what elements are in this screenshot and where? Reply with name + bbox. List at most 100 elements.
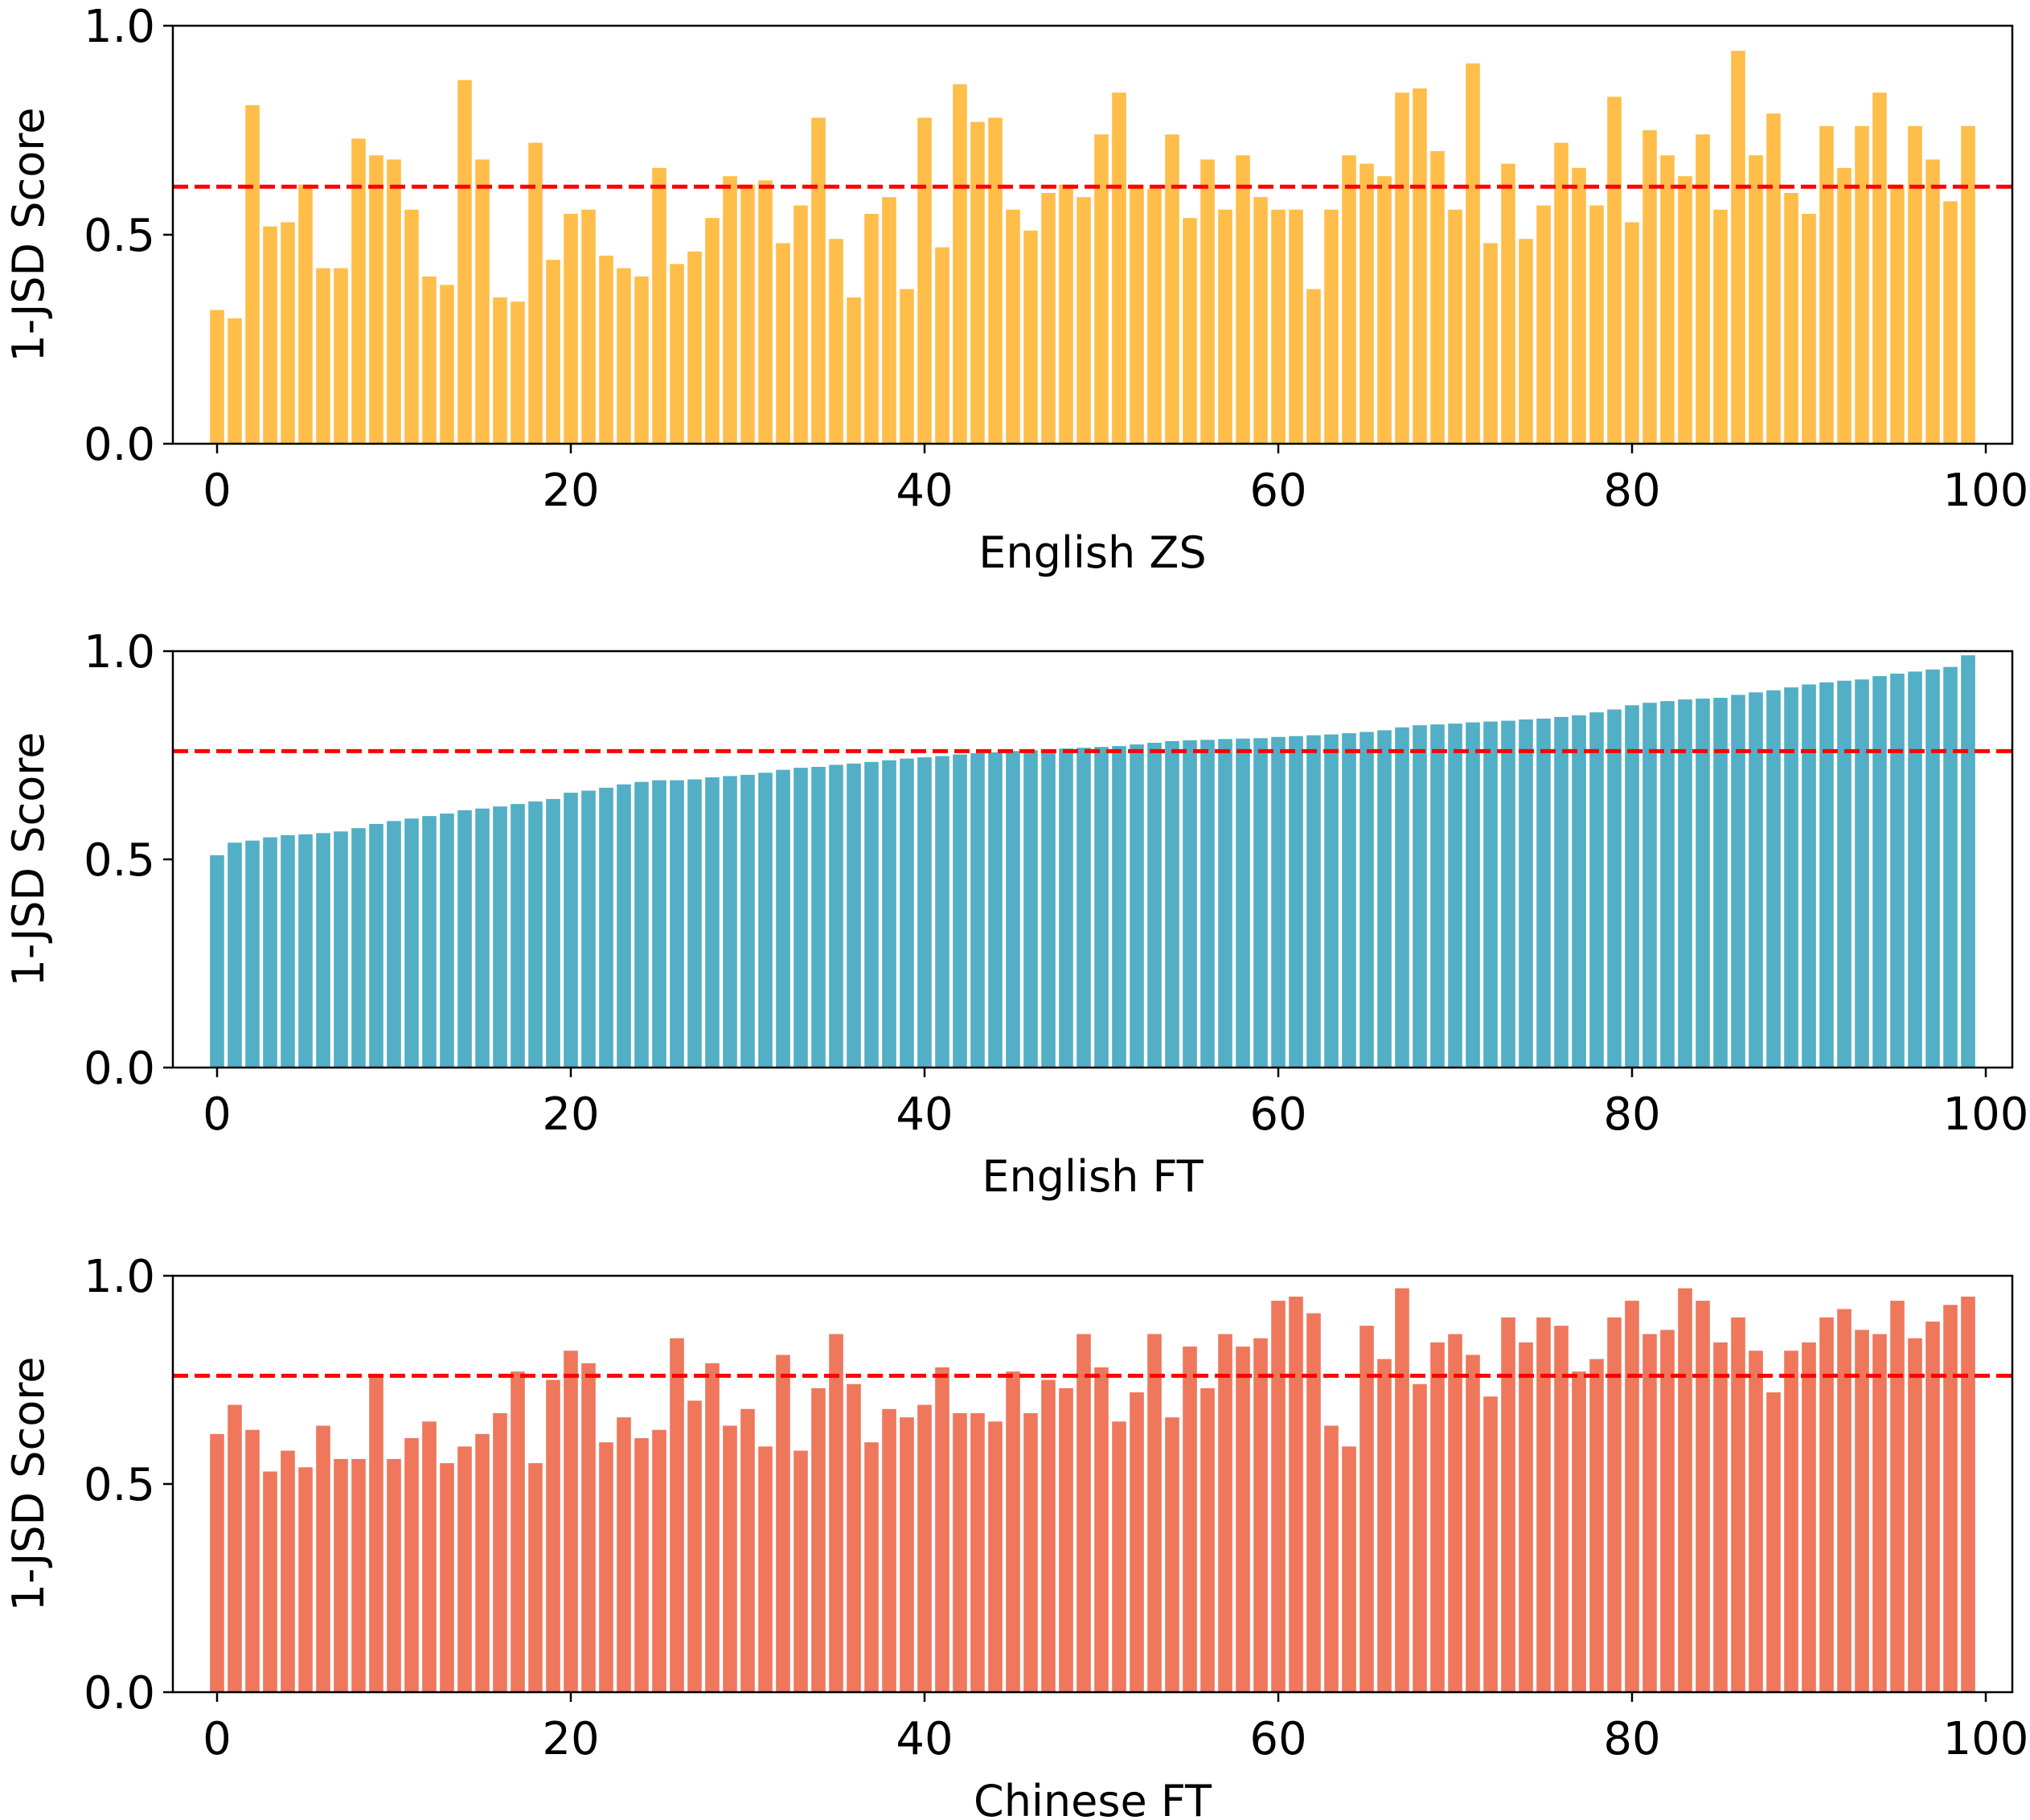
english-ft-bar-50 xyxy=(1094,747,1109,1068)
english-ft-bar-11 xyxy=(404,818,419,1068)
chinese-ft-bar-6 xyxy=(316,1425,330,1692)
chinese-ft-bar-35 xyxy=(829,1334,843,1692)
chinese-ft-bar-25 xyxy=(652,1429,666,1692)
english-zs-bar-26 xyxy=(670,264,684,444)
chinese-ft-bar-77 xyxy=(1572,1371,1586,1692)
chinese-ft-bar-93 xyxy=(1855,1330,1869,1692)
english-zs-bar-6 xyxy=(316,268,330,444)
chinese-ft-bar-66 xyxy=(1377,1359,1392,1692)
english-ft-bar-32 xyxy=(776,769,790,1068)
english-zs-bar-80 xyxy=(1625,222,1639,444)
english-zs-bar-5 xyxy=(298,184,313,444)
chinese-ft-bar-98 xyxy=(1943,1305,1958,1692)
english-ft-ytick-label-0: 0.0 xyxy=(84,1043,155,1095)
english-zs-bar-51 xyxy=(1112,92,1126,444)
chinese-ft-bar-15 xyxy=(475,1433,490,1692)
english-zs-bar-36 xyxy=(847,297,861,444)
chinese-ft-bar-9 xyxy=(369,1375,383,1692)
chinese-ft-bar-76 xyxy=(1554,1326,1569,1692)
chinese-ft-xtick-label-0: 0 xyxy=(203,1713,232,1765)
english-zs-ytick-label-2: 1.0 xyxy=(84,1,155,53)
chinese-ft-bar-38 xyxy=(882,1408,896,1692)
chinese-ft-bar-81 xyxy=(1642,1334,1657,1692)
english-zs-xtick-label-0: 0 xyxy=(203,465,232,517)
english-ft-bar-46 xyxy=(1023,750,1038,1068)
chinese-ft-bar-23 xyxy=(617,1417,631,1692)
english-ft-bar-1 xyxy=(228,842,242,1068)
english-zs-bar-89 xyxy=(1784,193,1798,444)
english-ft-bar-87 xyxy=(1749,692,1763,1068)
english-ft-xtick-label-60: 60 xyxy=(1249,1088,1306,1141)
chinese-ft-bar-5 xyxy=(298,1467,313,1692)
english-ft-bar-25 xyxy=(652,780,666,1068)
chinese-ft-bar-79 xyxy=(1607,1317,1622,1692)
english-ft-bar-86 xyxy=(1731,695,1745,1068)
english-ft-bar-76 xyxy=(1554,716,1569,1068)
english-ft-bar-12 xyxy=(422,816,437,1068)
chinese-ft-bar-12 xyxy=(422,1421,437,1692)
chinese-ft-bar-87 xyxy=(1749,1351,1763,1692)
english-ft-bar-43 xyxy=(970,752,985,1068)
english-zs-bar-94 xyxy=(1872,92,1887,444)
english-ft-bar-24 xyxy=(634,781,649,1068)
english-ft-bar-45 xyxy=(1006,751,1020,1068)
english-ft-bar-96 xyxy=(1908,671,1922,1068)
english-zs-bar-68 xyxy=(1413,88,1427,444)
english-zs-bar-23 xyxy=(617,268,631,444)
english-zs-bar-57 xyxy=(1218,209,1232,444)
english-zs-bar-88 xyxy=(1766,113,1781,444)
english-ft-bar-40 xyxy=(917,757,932,1068)
english-zs-bar-33 xyxy=(794,205,808,444)
chinese-ft-bar-4 xyxy=(281,1450,295,1692)
english-zs-bar-27 xyxy=(687,251,702,444)
english-zs-bar-62 xyxy=(1306,289,1321,444)
english-zs-bar-64 xyxy=(1342,155,1356,444)
english-zs-bar-39 xyxy=(900,289,914,444)
chinese-ft-bar-36 xyxy=(847,1383,861,1692)
english-ft-bar-74 xyxy=(1519,719,1533,1068)
english-ft-bar-58 xyxy=(1236,738,1250,1068)
english-zs-bar-38 xyxy=(882,197,896,444)
english-ft-bar-61 xyxy=(1289,736,1303,1068)
chinese-ft-ytick-label-0: 0.0 xyxy=(84,1667,155,1720)
english-ft-bar-39 xyxy=(900,758,914,1068)
chinese-ft-bar-16 xyxy=(493,1412,507,1692)
english-ft-bar-68 xyxy=(1413,725,1427,1068)
english-ft-bar-7 xyxy=(334,831,348,1068)
english-zs-bar-22 xyxy=(599,256,613,444)
chinese-ft-ytick-label-2: 1.0 xyxy=(84,1251,155,1303)
english-zs-bars xyxy=(210,51,1975,445)
english-ft-bar-51 xyxy=(1112,746,1126,1068)
chinese-ft-bar-26 xyxy=(670,1338,684,1692)
english-zs-bar-21 xyxy=(581,209,596,444)
chinese-ft-ytick-label-1: 0.5 xyxy=(84,1459,155,1511)
english-zs-xtick-label-40: 40 xyxy=(896,465,953,517)
chinese-ft-bar-73 xyxy=(1501,1317,1515,1692)
chinese-ft-bar-8 xyxy=(351,1458,366,1692)
english-zs-bar-53 xyxy=(1147,188,1162,445)
english-ft-bar-85 xyxy=(1713,698,1728,1068)
chinese-ft-bar-96 xyxy=(1908,1338,1922,1692)
chinese-ft-bar-58 xyxy=(1236,1347,1250,1692)
english-zs-xtick-label-20: 20 xyxy=(542,465,599,517)
english-zs-bar-93 xyxy=(1855,125,1869,445)
chinese-ft-bar-74 xyxy=(1519,1342,1533,1692)
english-ft-bar-79 xyxy=(1607,709,1622,1068)
chinese-ft-bar-44 xyxy=(988,1421,1003,1692)
chinese-ft-bar-48 xyxy=(1059,1388,1073,1692)
chinese-ft-bar-94 xyxy=(1872,1334,1887,1692)
chinese-ft-bar-82 xyxy=(1660,1330,1675,1692)
english-ft-bar-3 xyxy=(263,837,277,1068)
english-ft-bar-98 xyxy=(1943,666,1958,1068)
english-zs-bar-12 xyxy=(422,277,437,444)
chinese-ft-bar-19 xyxy=(546,1379,560,1692)
english-zs-bar-25 xyxy=(652,167,666,445)
english-ft-bar-27 xyxy=(687,779,702,1068)
english-zs-bar-34 xyxy=(811,117,826,444)
chinese-ft-bar-39 xyxy=(900,1417,914,1692)
english-ft-bar-36 xyxy=(847,763,861,1068)
english-ft-bar-48 xyxy=(1059,748,1073,1068)
chinese-ft-bar-20 xyxy=(564,1351,578,1692)
chinese-ft-bar-91 xyxy=(1819,1317,1834,1692)
english-zs-bar-44 xyxy=(988,117,1003,444)
